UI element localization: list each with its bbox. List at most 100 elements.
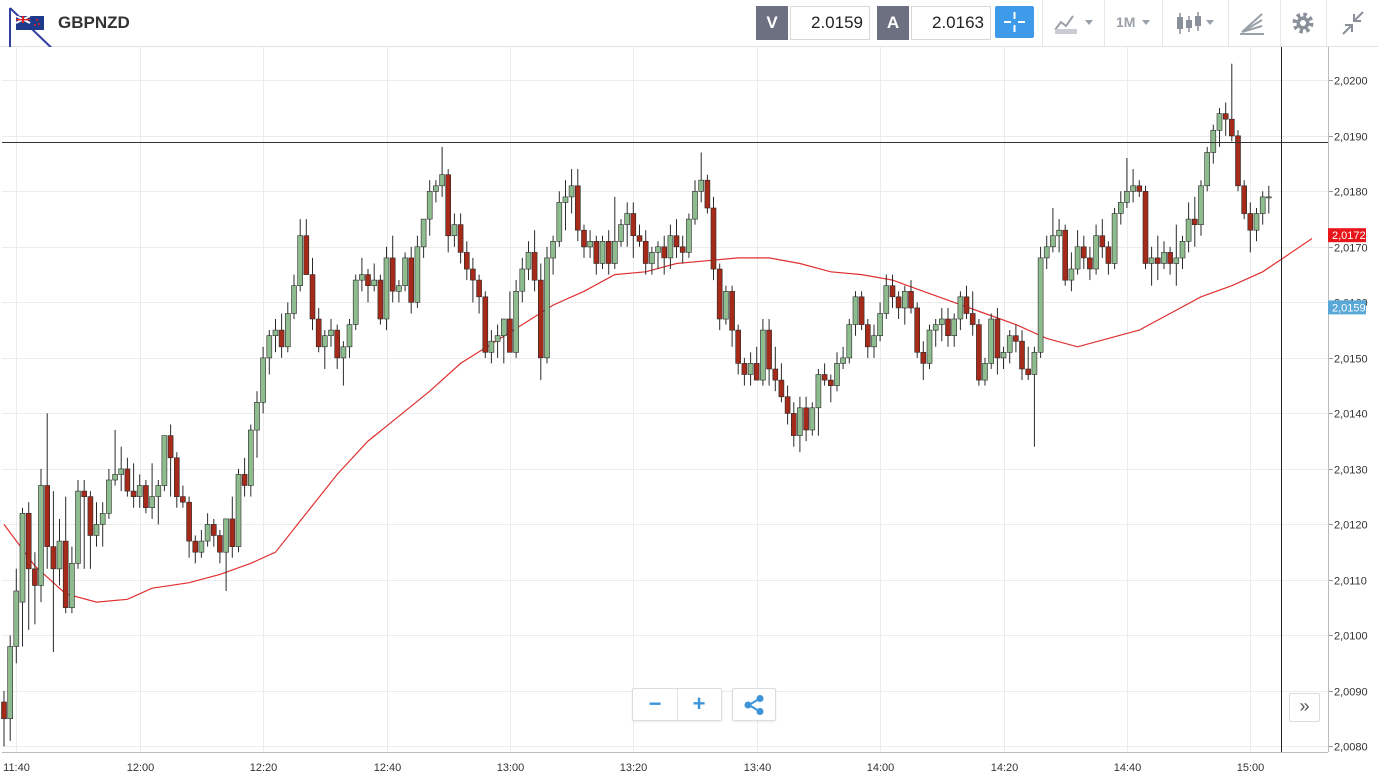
candle[interactable] (266, 330, 273, 375)
candle[interactable] (1013, 324, 1019, 353)
candle[interactable] (1155, 235, 1161, 281)
candle[interactable] (124, 457, 131, 497)
candle[interactable] (500, 318, 507, 364)
candle[interactable] (692, 180, 698, 225)
candle[interactable] (93, 502, 100, 547)
candle[interactable] (661, 235, 668, 275)
candle[interactable] (1000, 346, 1007, 369)
candle-style-button[interactable] (1172, 8, 1222, 38)
candle[interactable] (439, 146, 445, 197)
candle[interactable] (38, 468, 44, 603)
candle[interactable] (383, 246, 390, 331)
candle[interactable] (963, 285, 970, 319)
candle[interactable] (241, 457, 248, 497)
candle[interactable] (303, 219, 310, 275)
candle[interactable] (951, 313, 958, 347)
candle[interactable] (914, 302, 921, 358)
candle[interactable] (99, 502, 106, 547)
candle[interactable] (556, 191, 563, 247)
candle[interactable] (1136, 180, 1143, 197)
candle[interactable] (636, 224, 643, 247)
candle[interactable] (346, 319, 353, 358)
candle[interactable] (1074, 230, 1081, 275)
candle[interactable] (550, 235, 556, 275)
candle[interactable] (1124, 158, 1130, 208)
candle[interactable] (420, 218, 427, 258)
candle[interactable] (1210, 124, 1217, 164)
zoom-out-button[interactable]: − (633, 689, 678, 720)
candle[interactable] (32, 552, 38, 625)
candle[interactable] (920, 341, 927, 381)
candle[interactable] (531, 230, 538, 292)
candle[interactable] (908, 280, 914, 314)
candle[interactable] (735, 324, 742, 375)
ask-label[interactable]: A (877, 6, 909, 40)
candle[interactable] (1062, 224, 1068, 286)
candle[interactable] (321, 330, 328, 369)
candle[interactable] (7, 635, 13, 741)
candle[interactable] (272, 319, 279, 353)
candle[interactable] (957, 291, 964, 331)
candle[interactable] (1050, 208, 1056, 253)
candle[interactable] (537, 263, 544, 381)
candle[interactable] (581, 224, 587, 258)
candle[interactable] (389, 235, 396, 303)
candle[interactable] (568, 169, 575, 214)
candle[interactable] (1198, 180, 1204, 236)
candle[interactable] (932, 319, 939, 347)
candle[interactable] (309, 257, 316, 331)
candle[interactable] (291, 274, 297, 319)
candle[interactable] (976, 319, 982, 386)
candle[interactable] (87, 491, 94, 569)
scroll-to-latest-button[interactable]: » (1289, 693, 1320, 722)
candle[interactable] (223, 518, 229, 591)
candle[interactable] (1173, 224, 1180, 286)
candle[interactable] (198, 530, 205, 558)
candle[interactable] (155, 480, 162, 525)
candle[interactable] (723, 285, 729, 325)
candle[interactable] (143, 480, 149, 514)
candle[interactable] (649, 246, 655, 275)
candle[interactable] (1185, 202, 1192, 253)
zoom-in-button[interactable]: + (692, 691, 706, 716)
candle[interactable] (1056, 219, 1062, 253)
candle[interactable] (593, 235, 600, 275)
candle[interactable] (611, 196, 618, 269)
candle[interactable] (1204, 146, 1210, 192)
candle[interactable] (457, 213, 464, 264)
share-button[interactable] (732, 688, 776, 721)
candle[interactable] (673, 219, 680, 258)
candle[interactable] (278, 313, 285, 358)
candle[interactable] (969, 291, 976, 336)
candle[interactable] (883, 274, 890, 319)
settings-button[interactable] (1288, 8, 1318, 38)
candle[interactable] (1037, 246, 1044, 358)
candle[interactable] (797, 396, 803, 453)
candle[interactable] (297, 219, 304, 292)
candle[interactable] (618, 219, 624, 247)
candle[interactable] (217, 530, 223, 564)
candle[interactable] (414, 235, 421, 308)
candle[interactable] (340, 341, 347, 386)
candle[interactable] (519, 257, 526, 303)
candle[interactable] (790, 402, 797, 447)
candle[interactable] (396, 280, 402, 303)
candle[interactable] (704, 174, 711, 214)
candle[interactable] (1130, 169, 1136, 203)
candle[interactable] (846, 319, 853, 364)
candle[interactable] (803, 396, 809, 442)
candle[interactable] (211, 518, 217, 547)
candle[interactable] (130, 463, 137, 508)
candle[interactable] (69, 546, 75, 614)
candle[interactable] (488, 330, 495, 364)
candle[interactable] (821, 363, 828, 386)
candle[interactable] (544, 246, 550, 364)
candle[interactable] (1142, 185, 1149, 269)
candle[interactable] (408, 246, 415, 314)
candle[interactable] (19, 507, 26, 647)
candle[interactable] (167, 424, 174, 497)
candle[interactable] (1118, 191, 1124, 225)
candle[interactable] (75, 480, 81, 569)
candle[interactable] (1253, 208, 1260, 242)
candle[interactable] (840, 346, 846, 369)
